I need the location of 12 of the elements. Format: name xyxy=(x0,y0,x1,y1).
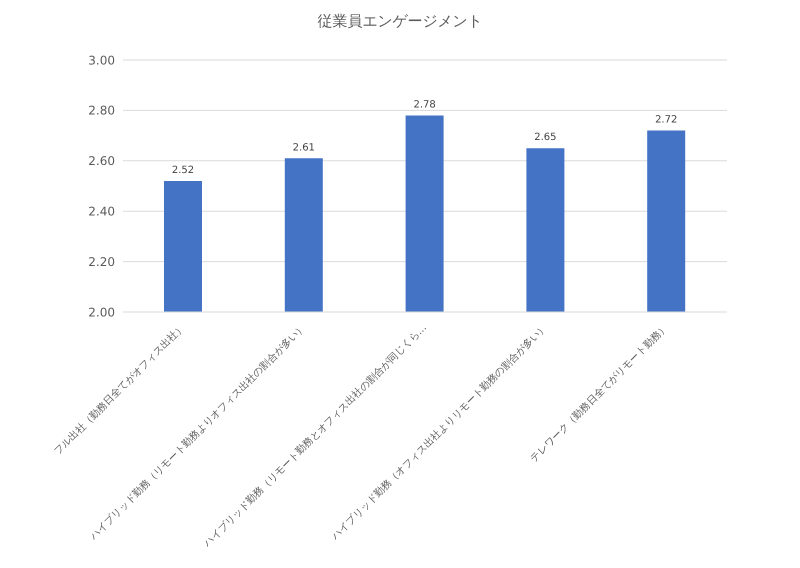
data-label: 2.52 xyxy=(172,164,194,176)
data-label: 2.61 xyxy=(292,142,315,154)
data-label: 2.78 xyxy=(413,99,436,110)
y-tick-label: 2.80 xyxy=(88,104,115,118)
y-tick-label: 2.40 xyxy=(88,204,115,218)
data-label: 2.65 xyxy=(534,132,557,144)
chart-title: 従業員エンゲージメント xyxy=(316,12,484,32)
y-tick-label: 2.20 xyxy=(88,254,115,269)
y-tick-label: 2.00 xyxy=(88,305,115,320)
y-tick-label: 3.00 xyxy=(88,53,115,68)
y-tick-label: 2.60 xyxy=(88,154,115,168)
data-label: 2.72 xyxy=(655,114,678,126)
